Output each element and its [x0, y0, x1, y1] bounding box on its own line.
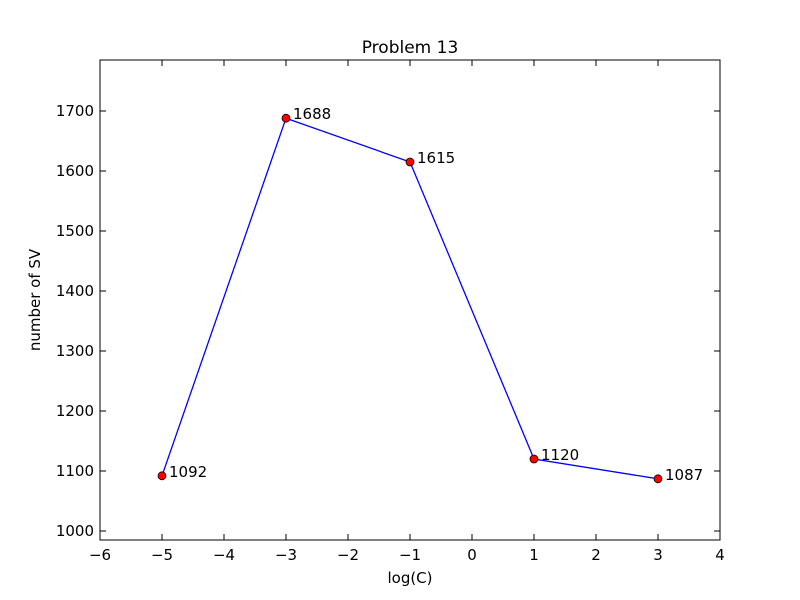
- y-tick-label: 1700: [56, 102, 94, 120]
- plot-frame: [99, 59, 721, 541]
- x-tick-label: −2: [337, 546, 359, 564]
- y-tick-label: 1600: [56, 162, 94, 180]
- x-tick-label: 0: [467, 546, 477, 564]
- y-tick-label: 1300: [56, 342, 94, 360]
- y-tick-label: 1000: [56, 522, 94, 540]
- x-tick-label: −4: [213, 546, 235, 564]
- data-point: [157, 471, 167, 481]
- y-tick-label: 1200: [56, 402, 94, 420]
- x-axis-label: log(C): [387, 569, 432, 587]
- series: 1092 1688 1615 1120 1087: [157, 105, 703, 484]
- x-axis: −6 −5 −4 −3 −2 −1 0 1 2 3 4: [89, 60, 725, 564]
- data-label: 1615: [417, 149, 455, 167]
- data-label: 1087: [665, 466, 703, 484]
- data-label: 1688: [293, 105, 331, 123]
- x-tick-label: 3: [653, 546, 663, 564]
- y-tick-label: 1400: [56, 282, 94, 300]
- x-tick-label: 2: [591, 546, 601, 564]
- y-tick-label: 1500: [56, 222, 94, 240]
- y-tick-label: 1100: [56, 462, 94, 480]
- plot-area: [99, 59, 721, 541]
- data-point: [281, 113, 291, 123]
- x-tick-label: −3: [275, 546, 297, 564]
- y-axis: 1000 1100 1200 1300 1400 1500 1600 1700: [56, 102, 720, 540]
- x-tick-label: 1: [529, 546, 539, 564]
- data-point: [405, 157, 415, 167]
- data-point: [529, 454, 539, 464]
- x-tick-label: −1: [399, 546, 421, 564]
- data-label: 1120: [541, 446, 579, 464]
- y-axis-label: number of SV: [26, 248, 44, 351]
- chart-title: Problem 13: [362, 38, 459, 58]
- x-tick-label: −5: [151, 546, 173, 564]
- x-tick-label: 4: [715, 546, 725, 564]
- data-point: [653, 474, 663, 484]
- data-label: 1092: [169, 463, 207, 481]
- x-tick-label: −6: [89, 546, 111, 564]
